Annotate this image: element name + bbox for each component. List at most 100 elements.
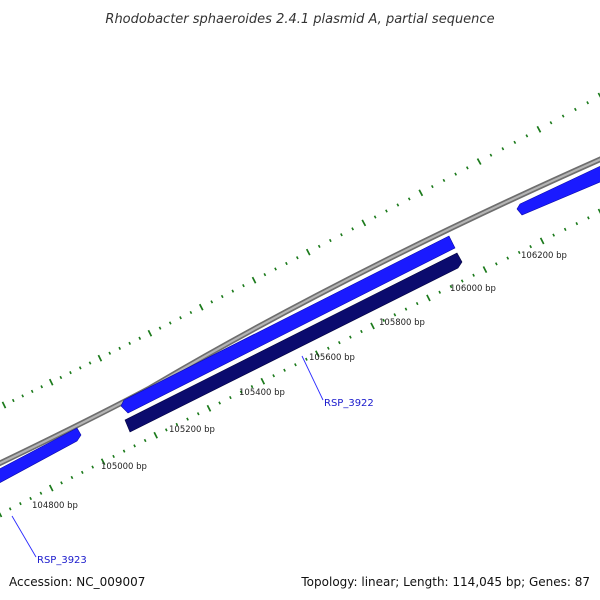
gene-feature-left[interactable]: [0, 427, 82, 488]
outer-tick-mark: [285, 261, 288, 266]
outer-tick-mark: [430, 185, 434, 189]
inner-tick-mark: [529, 245, 533, 249]
outer-tick-mark: [11, 398, 15, 403]
inner-tick-mark: [218, 401, 222, 405]
outer-tick-mark: [586, 101, 590, 105]
gene-label-rsp-3923[interactable]: RSP_3923: [11, 515, 87, 566]
inner-tick-mark: [186, 417, 189, 421]
outer-tick-mark: [220, 294, 224, 299]
outer-tick-mark: [513, 140, 517, 144]
inner-tick-mark: [426, 294, 431, 302]
inner-tick-mark: [494, 262, 498, 266]
outer-tick-mark: [168, 321, 172, 325]
inner-tick-mark: [506, 256, 510, 260]
outer-tick-mark: [396, 203, 400, 207]
inner-tick-mark: [305, 357, 308, 361]
outer-tick-mark: [138, 336, 142, 340]
inner-tick-mark: [260, 377, 266, 385]
outer-tick-mark: [385, 209, 388, 213]
gene-feature-right[interactable]: [516, 164, 600, 216]
outer-tick-mark: [97, 354, 103, 362]
inner-tick-mark: [0, 512, 3, 518]
outer-tick-mark: [305, 248, 311, 256]
outer-tick-mark: [231, 289, 235, 293]
outer-tick-mark: [118, 346, 122, 350]
inner-tick-mark: [552, 233, 556, 237]
outer-tick-mark: [295, 256, 299, 260]
ruler-label: 105800 bp: [379, 318, 425, 328]
outer-tick-mark: [1, 401, 7, 409]
ruler-labels: 104800 bp 105000 bp 105200 bp 105400 bp …: [32, 251, 567, 511]
outer-tick-mark: [489, 153, 493, 157]
outer-tick-mark: [373, 215, 377, 219]
inner-tick-mark: [393, 313, 397, 317]
outer-tick-mark: [158, 326, 162, 330]
ruler-label: 106000 bp: [450, 284, 496, 294]
inner-tick-mark: [48, 484, 54, 492]
inner-tick-mark: [349, 335, 352, 339]
gene-label-text: RSP_3922: [324, 398, 374, 409]
outer-tick-mark: [442, 178, 446, 182]
gene-feature-long-forward[interactable]: [120, 235, 456, 414]
gene-label-rsp-3922[interactable]: RSP_3922: [301, 355, 374, 409]
inner-tick-ring: [0, 208, 600, 518]
outer-tick-mark: [189, 310, 193, 315]
outer-tick-mark: [536, 125, 542, 133]
outer-tick-mark: [69, 371, 72, 375]
ruler-label: 105000 bp: [101, 462, 147, 472]
outer-tick-mark: [340, 233, 343, 237]
outer-tick-mark: [210, 300, 214, 304]
inner-tick-mark: [597, 208, 600, 214]
inner-tick-mark: [272, 374, 276, 378]
outer-tick-mark: [418, 189, 424, 197]
outer-tick-mark: [561, 114, 565, 118]
inner-tick-mark: [337, 341, 341, 345]
outer-tick-ring: [1, 92, 600, 409]
outer-tick-mark: [501, 147, 505, 151]
outer-tick-mark: [263, 273, 267, 277]
outer-tick-mark: [361, 219, 367, 227]
outer-tick-mark: [78, 366, 82, 370]
map-title: Rhodobacter sphaeroides 2.4.1 plasmid A,…: [105, 12, 494, 27]
inner-tick-mark: [206, 404, 212, 412]
gene-feature-rsp-3922[interactable]: [124, 252, 463, 433]
outer-tick-mark: [128, 341, 132, 345]
inner-tick-mark: [482, 266, 488, 273]
inner-tick-mark: [91, 465, 95, 469]
outer-tick-mark: [21, 394, 25, 398]
outer-tick-mark: [48, 378, 54, 386]
inner-tick-mark: [449, 285, 453, 289]
outer-tick-mark: [242, 284, 245, 288]
inner-tick-mark: [39, 491, 43, 495]
inner-tick-mark: [143, 438, 147, 443]
inner-tick-mark: [112, 454, 115, 459]
outer-tick-mark: [30, 389, 34, 394]
inner-tick-mark: [370, 322, 375, 330]
inner-tick-mark: [70, 475, 74, 480]
plasmid-backbone: [0, 156, 600, 467]
outer-tick-mark: [317, 244, 321, 248]
inner-tick-mark: [229, 395, 232, 400]
inner-tick-mark: [164, 428, 168, 432]
outer-tick-mark: [476, 158, 482, 165]
gene-label-text: RSP_3923: [37, 555, 87, 566]
inner-tick-mark: [8, 507, 12, 511]
outer-tick-mark: [574, 107, 577, 112]
outer-tick-mark: [274, 267, 277, 271]
outer-tick-mark: [597, 92, 600, 98]
inner-tick-mark: [438, 290, 442, 294]
inner-tick-mark: [100, 458, 106, 466]
inner-tick-mark: [326, 346, 330, 350]
outer-tick-mark: [147, 329, 153, 337]
ruler-label: 104800 bp: [32, 501, 78, 511]
outer-tick-mark: [59, 375, 63, 380]
inner-tick-mark: [239, 390, 243, 394]
inner-tick-mark: [404, 307, 408, 311]
inner-tick-mark: [175, 422, 179, 427]
inner-tick-mark: [382, 318, 386, 322]
gene-features: [0, 164, 600, 488]
inner-tick-mark: [460, 279, 464, 283]
inner-tick-mark: [360, 329, 363, 334]
inner-tick-mark: [153, 431, 158, 439]
inner-tick-mark: [587, 216, 590, 220]
